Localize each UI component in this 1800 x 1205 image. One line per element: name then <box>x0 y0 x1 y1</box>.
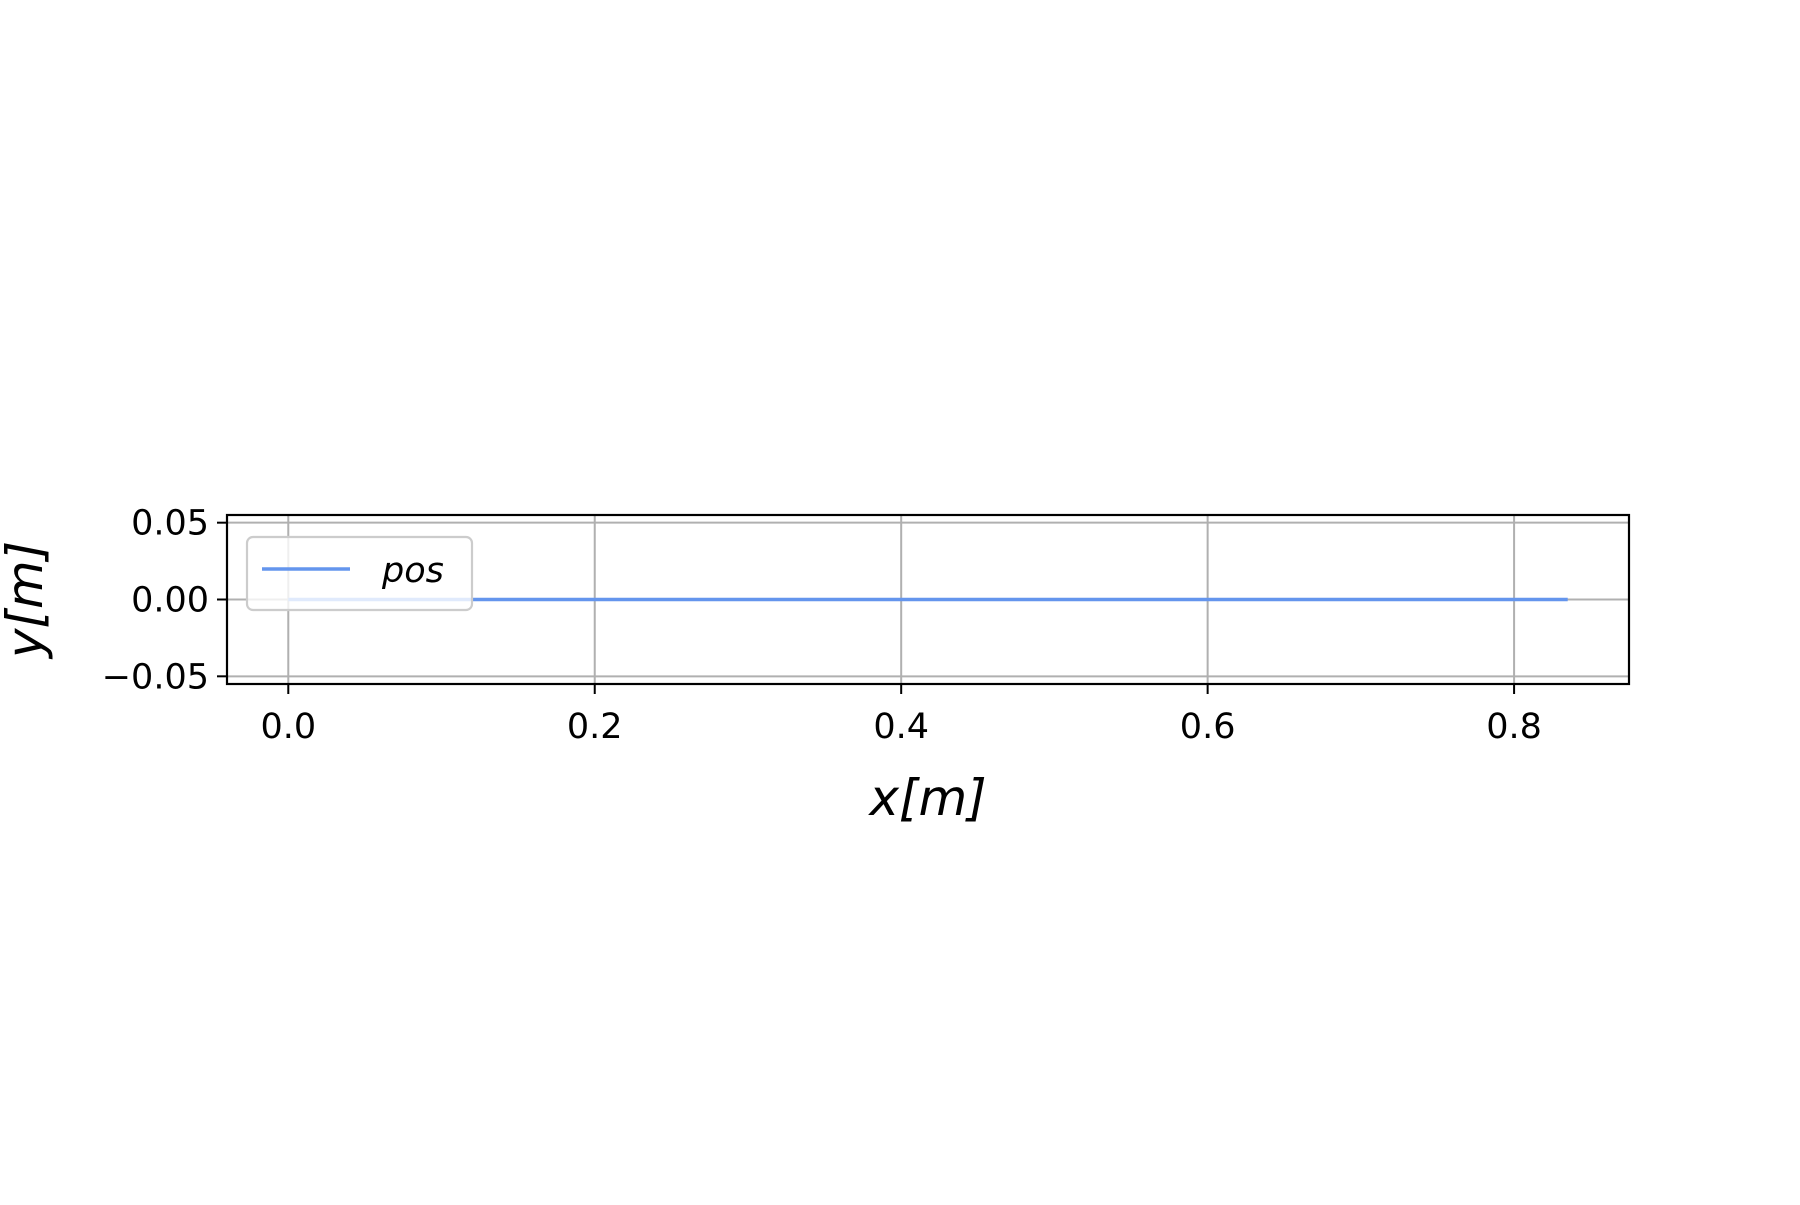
x-tick-label: 0.6 <box>1180 707 1236 747</box>
legend-label-pos: pos <box>381 551 444 591</box>
axis-ticks: 0.0 0.2 0.4 0.6 0.8 0.05 0.00 −0.05 <box>102 504 1542 747</box>
x-tick-label: 0.4 <box>873 707 929 747</box>
legend-box <box>245 535 474 612</box>
y-axis-label: y[m] <box>0 541 54 660</box>
y-tick-label: 0.00 <box>131 581 209 621</box>
y-tick-label: 0.05 <box>131 504 209 544</box>
y-tick-label: −0.05 <box>102 657 209 697</box>
x-tick-label: 0.2 <box>567 707 623 747</box>
x-axis-label: x[m] <box>867 769 986 827</box>
legend: pos <box>245 535 474 612</box>
x-tick-label: 0.0 <box>260 707 316 747</box>
x-tick-label: 0.8 <box>1486 707 1542 747</box>
